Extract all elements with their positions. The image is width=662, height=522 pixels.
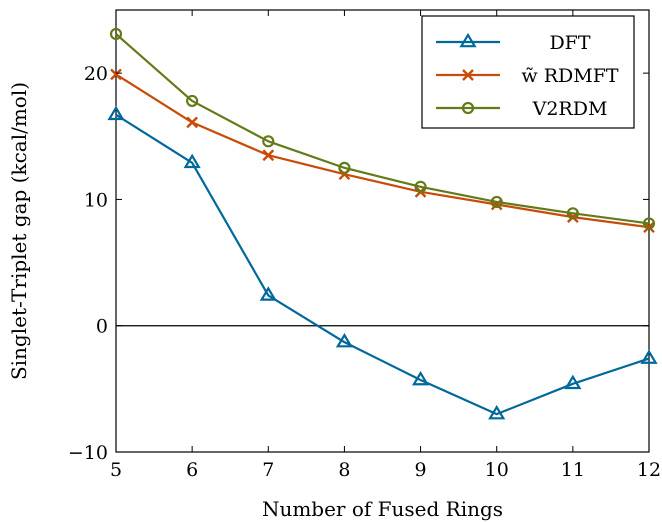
x-tick-label: 10 <box>485 459 509 481</box>
data-point-circle <box>414 180 427 193</box>
legend-label: w̃ RDMFT <box>521 65 618 87</box>
data-point-circle <box>338 161 351 174</box>
data-point-triangle <box>459 32 477 48</box>
plot-frame <box>115 9 650 453</box>
y-axis-title: Singlet-Triplet gap (kcal/mol) <box>7 82 31 380</box>
y-tick-label: 10 <box>84 189 108 211</box>
series-line <box>115 33 650 225</box>
data-point-x <box>462 69 474 81</box>
data-point-circle <box>461 101 475 115</box>
x-tick-label: 6 <box>186 459 198 481</box>
data-point-x <box>186 116 198 129</box>
x-tick-label: 11 <box>561 459 585 481</box>
data-point-triangle <box>640 349 658 364</box>
x-marker-stroke <box>643 221 655 234</box>
data-point-x <box>262 149 275 162</box>
ticks: 5 6 7 8 9 10 11 12 −10 0 10 20 <box>68 10 661 481</box>
x-marker-stroke <box>462 69 474 81</box>
legend-item: DFT <box>436 32 591 54</box>
y-tick-label: 20 <box>84 63 108 85</box>
legend-item: V2RDM <box>436 98 607 120</box>
data-point-circle <box>642 217 656 230</box>
data-point-circle <box>490 195 503 209</box>
data-point-circle <box>109 27 123 41</box>
x-tick-label: 12 <box>637 459 661 481</box>
data-point-triangle <box>488 404 506 420</box>
x-marker-stroke <box>110 68 122 81</box>
data-point-triangle <box>259 286 277 301</box>
series-layer <box>107 27 658 420</box>
plot-area <box>115 9 650 453</box>
data-point-triangle <box>411 370 430 386</box>
data-point-triangle <box>564 374 582 390</box>
data-point-triangle <box>335 332 354 348</box>
data-point-triangle <box>107 105 125 121</box>
y-tick-label: −10 <box>68 442 108 464</box>
legend-box <box>421 15 635 129</box>
legend-label: V2RDM <box>532 98 608 120</box>
data-point-triangle <box>183 153 201 169</box>
data-point-x <box>110 68 122 81</box>
x-tick-label: 7 <box>262 459 274 481</box>
series-line <box>115 73 650 229</box>
x-axis-title: Number of Fused Rings <box>262 497 503 521</box>
series-triangle <box>107 105 658 420</box>
x-marker-stroke <box>186 116 198 129</box>
legend: DFT w̃ RDMFT V2RDM <box>421 15 635 129</box>
series-line <box>115 113 650 416</box>
data-point-circle <box>262 135 275 148</box>
x-tick-label: 8 <box>338 459 350 481</box>
legend-item: w̃ RDMFT <box>436 65 619 87</box>
data-point-circle <box>566 207 579 220</box>
data-point-circle <box>186 94 199 108</box>
x-tick-label: 5 <box>110 459 122 481</box>
x-marker-stroke <box>490 198 503 211</box>
y-tick-label: 0 <box>96 316 108 338</box>
x-marker-stroke <box>262 149 275 162</box>
x-tick-label: 9 <box>415 459 427 481</box>
series-circle <box>109 27 656 230</box>
legend-label: DFT <box>549 32 590 54</box>
